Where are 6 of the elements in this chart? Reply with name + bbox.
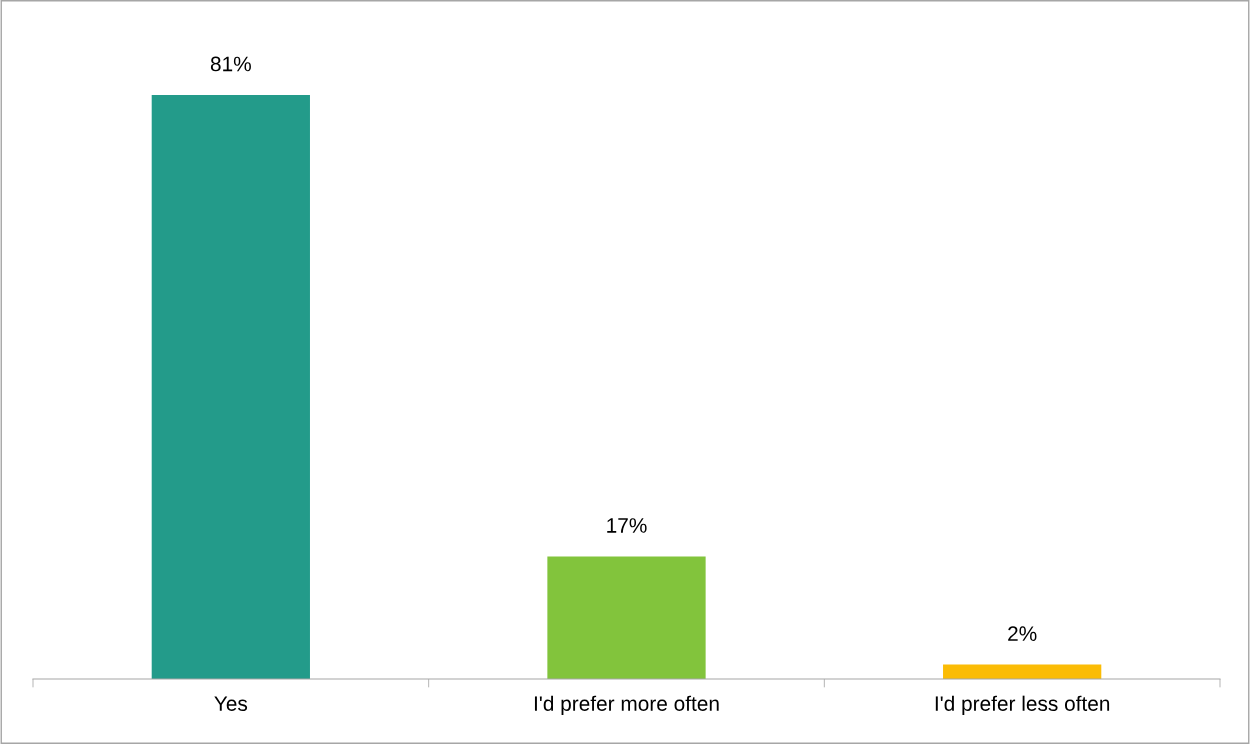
data-label: 81% [210, 56, 251, 72]
x-tick-label: Yes [214, 696, 248, 711]
data-label: 2% [1008, 626, 1037, 641]
x-tick-label: I'd prefer more often [534, 695, 719, 716]
data-label: 17% [607, 518, 647, 533]
x-tick-label: I'd prefer less often [935, 695, 1110, 716]
